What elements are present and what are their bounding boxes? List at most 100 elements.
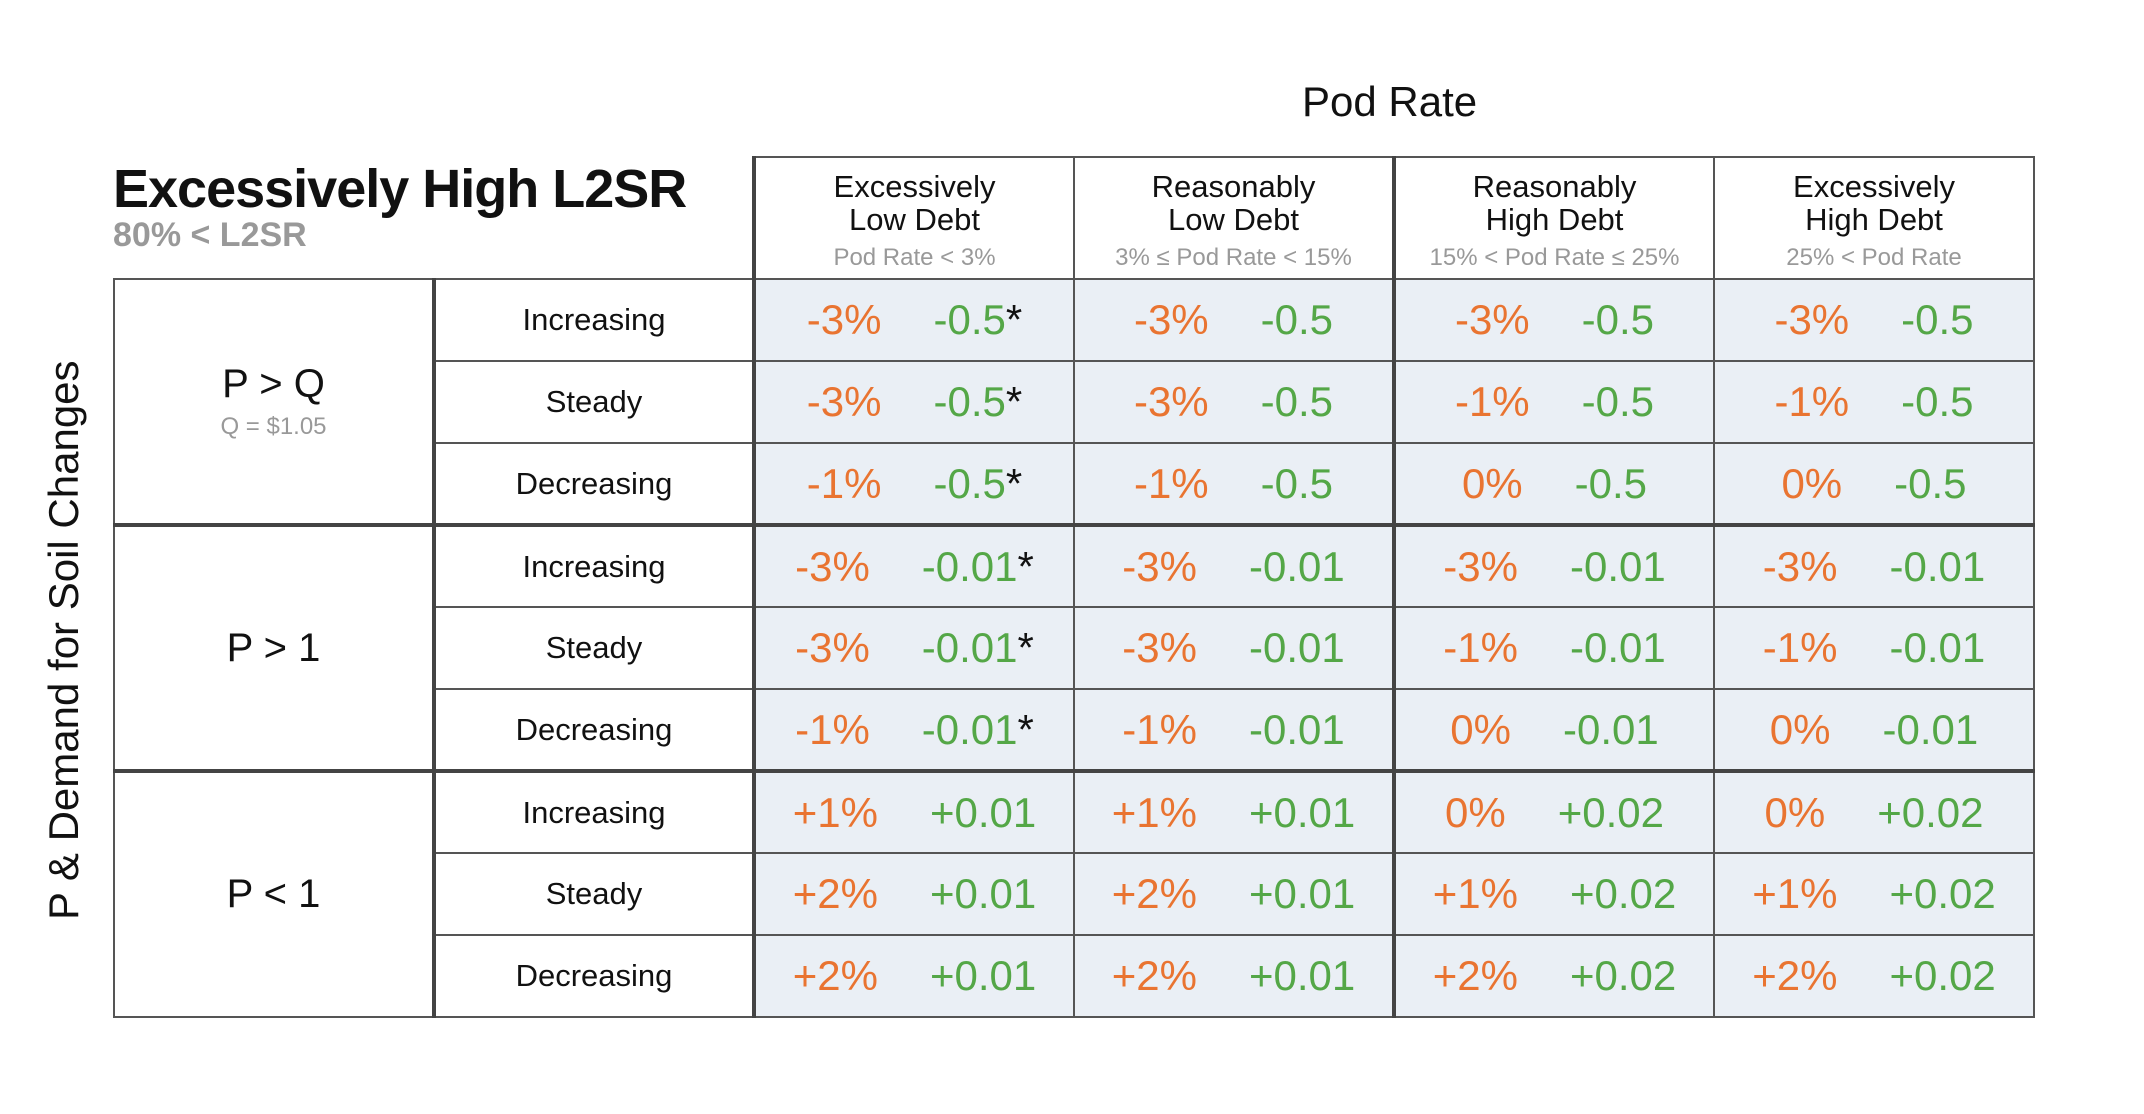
- y-axis-label: P & Demand for Soil Changes: [40, 360, 87, 920]
- value-cell: +1% +0.01: [752, 769, 1075, 854]
- value-cell: -3% -0.5: [1073, 278, 1395, 362]
- value-change-wrap: -0.5*: [933, 296, 1022, 344]
- percent-change: -3%: [1454, 296, 1530, 343]
- value-change-wrap: -0.01: [1570, 543, 1666, 591]
- value-pair: 0% +0.02: [1396, 789, 1713, 837]
- table-row: Steady +2% +0.01 +2% +0.01 +1% +0.02 +1% +0.02: [114, 852, 2035, 936]
- percent-change: -3%: [1122, 624, 1197, 671]
- column-header-range: 3% ≤ Pod Rate < 15%: [1115, 244, 1352, 271]
- group-cell: P > 1: [113, 523, 436, 772]
- value-change: -0.01: [921, 624, 1018, 671]
- percent-change: +2%: [1111, 870, 1197, 917]
- page-title: Excessively High L2SR: [113, 159, 687, 219]
- value-change: -0.5: [933, 459, 1006, 507]
- value-change-wrap: -0.5: [1582, 378, 1654, 426]
- value-change-wrap: +0.01: [1249, 870, 1355, 918]
- value-cell: -1% -0.5: [1073, 442, 1395, 526]
- column-header-range: 15% < Pod Rate ≤ 25%: [1429, 244, 1680, 271]
- value-cell: -3% -0.01: [1713, 523, 2035, 608]
- column-header-line1: Excessively: [833, 169, 996, 204]
- value-pair: -3% -0.5: [1075, 378, 1392, 426]
- value-change-wrap: +0.02: [1877, 789, 1983, 837]
- percent-change: 0%: [1445, 788, 1506, 836]
- title-area-spacer: [434, 157, 754, 279]
- value-change-wrap: -0.5: [1575, 460, 1647, 508]
- percent-change: 0%: [1450, 705, 1511, 753]
- percent-change: -3%: [806, 378, 882, 425]
- value-cell: 0% +0.02: [1713, 769, 2035, 854]
- percent-change: +2%: [1111, 952, 1197, 999]
- group-cell: P < 1: [113, 769, 436, 1018]
- page-subtitle: 80% < L2SR: [113, 216, 307, 254]
- title-area: [114, 157, 434, 279]
- value-change-wrap: -0.01*: [922, 706, 1034, 754]
- value-cell: -3% -0.5: [1713, 278, 2035, 362]
- value-change-wrap: +0.02: [1570, 952, 1676, 1000]
- value-pair: +1% +0.01: [1075, 789, 1392, 837]
- column-header-excessively-high-debt: Excessively High Debt 25% < Pod Rate: [1713, 156, 2035, 280]
- value-change-wrap: -0.01: [1889, 624, 1985, 672]
- value-pair: -3% -0.01*: [756, 624, 1073, 672]
- value-cell: +2% +0.01: [752, 852, 1075, 936]
- value-pair: +1% +0.01: [756, 789, 1073, 837]
- value-pair: 0% +0.02: [1715, 789, 2033, 837]
- percent-change: 0%: [1764, 788, 1826, 836]
- value-change-wrap: -0.01: [1882, 706, 1978, 754]
- value-change: -0.01: [921, 542, 1018, 590]
- trend-label: Increasing: [433, 278, 755, 362]
- value-change: +0.01: [929, 788, 1037, 836]
- value-change: -0.01: [921, 705, 1018, 753]
- value-pair: -3% -0.01: [1075, 624, 1392, 672]
- value-change: -0.01: [1562, 705, 1659, 753]
- percent-change: -3%: [806, 296, 882, 343]
- percent-change: -1%: [1454, 378, 1530, 425]
- percent-change: -1%: [1443, 624, 1518, 671]
- value-change: +0.02: [1569, 870, 1677, 917]
- column-header-excessively-low-debt: Excessively Low Debt Pod Rate < 3%: [752, 156, 1075, 280]
- value-pair: -3% -0.5: [1715, 296, 2033, 344]
- percent-change: 0%: [1781, 459, 1843, 507]
- column-header-line1: Reasonably: [1472, 169, 1637, 204]
- value-change-wrap: -0.01: [1249, 543, 1345, 591]
- value-change-wrap: -0.01: [1249, 624, 1345, 672]
- percent-change: -3%: [795, 624, 870, 671]
- asterisk-mark: *: [1017, 542, 1034, 590]
- value-change-wrap: +0.02: [1889, 870, 1995, 918]
- value-change: +0.02: [1889, 870, 1996, 917]
- percent-change: +1%: [792, 788, 878, 836]
- column-header-row: Excessively Low Debt Pod Rate < 3% Reaso…: [114, 156, 2035, 280]
- value-cell: 0% +0.02: [1392, 769, 1715, 854]
- value-pair: -1% -0.5: [1396, 378, 1713, 426]
- value-change-wrap: +0.01: [1249, 789, 1355, 837]
- value-change-wrap: +0.02: [1558, 789, 1664, 837]
- trend-label: Decreasing: [433, 688, 755, 772]
- table-row: P > 1 Increasing -3% -0.01* -3% -0.01 -3% -0.01…: [113, 523, 2035, 772]
- value-cell: +2% +0.01: [1073, 934, 1395, 1018]
- value-change-wrap: +0.01: [930, 952, 1036, 1000]
- percent-change: -1%: [806, 459, 882, 507]
- value-change-wrap: -0.5: [1582, 296, 1654, 344]
- asterisk-mark: *: [1005, 378, 1023, 425]
- value-pair: +2% +0.01: [1075, 870, 1392, 918]
- value-pair: +1% +0.02: [1715, 870, 2033, 918]
- value-change-wrap: -0.01: [1889, 543, 1985, 591]
- value-pair: -1% -0.01: [1396, 624, 1713, 672]
- column-header-reasonably-high-debt: Reasonably High Debt 15% < Pod Rate ≤ 25…: [1392, 156, 1715, 280]
- percent-change: -1%: [1762, 624, 1838, 671]
- value-change: -0.01: [1569, 624, 1666, 671]
- value-cell: 0% -0.5: [1392, 442, 1715, 526]
- value-change-wrap: -0.01: [1249, 706, 1345, 754]
- value-change: -0.5: [1581, 296, 1655, 343]
- value-change: +0.01: [929, 952, 1037, 999]
- group-label: P < 1: [226, 872, 321, 916]
- percent-change: +2%: [792, 870, 878, 917]
- policy-table-body: Excessively Low Debt Pod Rate < 3% Reaso…: [113, 156, 2035, 1018]
- value-pair: -1% -0.01: [1715, 624, 2033, 672]
- value-change: -0.5: [1260, 378, 1334, 425]
- value-pair: -3% -0.01: [1396, 543, 1713, 591]
- value-pair: -1% -0.01*: [756, 706, 1073, 754]
- value-cell: -3% -0.5*: [752, 278, 1075, 362]
- trend-label: Decreasing: [433, 934, 755, 1018]
- value-pair: -1% -0.5: [1715, 378, 2033, 426]
- value-cell: 0% -0.01: [1713, 688, 2035, 772]
